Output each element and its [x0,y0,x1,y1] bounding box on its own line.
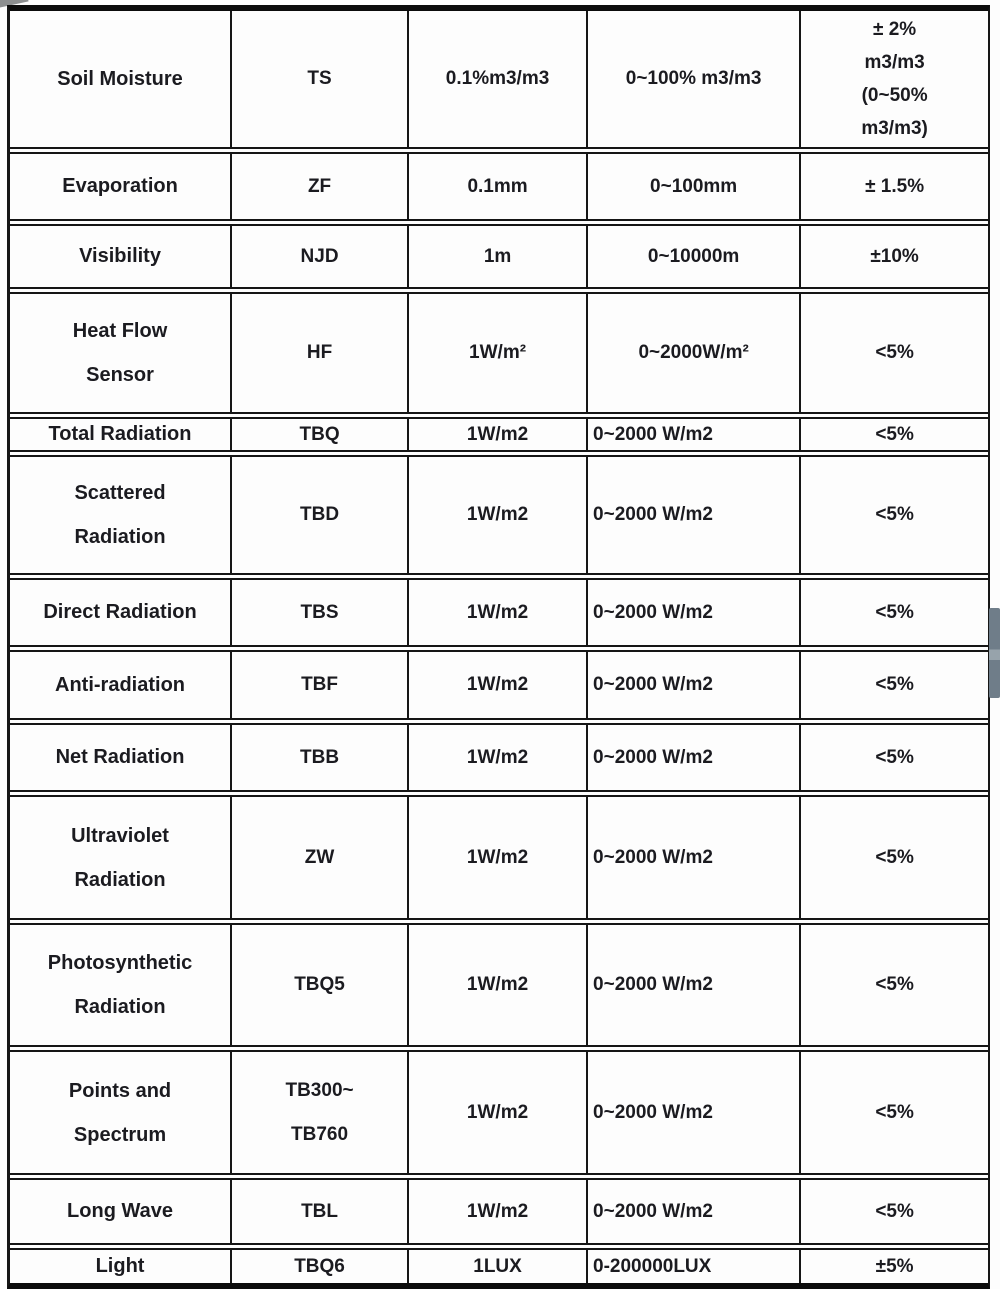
resolution-cell: 1W/m2 [407,725,586,790]
sensor-name-cell: Light [95,1255,145,1277]
resolution-cell: 1m [407,226,586,287]
range-cell: 0-200000LUX [586,1250,799,1283]
model-cell: TBL [230,1180,407,1243]
accuracy-cell: <5% [799,797,988,918]
model-cell: ZW [230,797,407,918]
model-cell: ZF [230,154,407,219]
model-cell: TBF [230,652,407,718]
range-cell: 0~2000 W/m2 [586,457,799,573]
vertical-scrollbar-thumb[interactable] [989,608,1000,698]
table-row: Visibility NJD 1m 0~10000m ±10% [10,219,988,287]
range-cell: 0~100mm [586,154,799,219]
resolution-cell: 0.1%m3/m3 [407,11,586,147]
accuracy-cell: ±10% [799,226,988,287]
resolution-cell: 1W/m2 [407,797,586,918]
accuracy-cell: ± 1.5% [799,154,988,219]
resolution-cell: 1W/m2 [407,925,586,1045]
range-cell: 0~2000 W/m2 [586,1052,799,1173]
sensor-name-cell: Soil Moisture [57,67,183,90]
table-row: Photosynthetic Radiation TBQ5 1W/m2 0~20… [10,918,988,1045]
range-cell: 0~2000 W/m2 [586,725,799,790]
sensor-name-cell: Anti-radiation [55,673,186,696]
table-row: Net Radiation TBB 1W/m2 0~2000 W/m2 <5% [10,718,988,790]
sensor-name-cell: Visibility [79,245,161,267]
model-cell: TBS [230,580,407,645]
table-row: Light TBQ6 1LUX 0-200000LUX ±5% [10,1243,988,1283]
table-row: Ultraviolet Radiation ZW 1W/m2 0~2000 W/… [10,790,988,918]
sensor-name-cell: Long Wave [67,1200,173,1222]
sensor-name-cell: Points and Spectrum [68,1079,172,1146]
resolution-cell: 1W/m2 [407,457,586,573]
range-cell: 0~2000 W/m2 [586,925,799,1045]
accuracy-cell: ± 2% m3/m3 (0~50% m3/m3) [799,11,988,147]
resolution-cell: 1LUX [407,1250,586,1283]
accuracy-cell: <5% [799,725,988,790]
accuracy-cell: <5% [799,457,988,573]
range-cell: 0~100% m3/m3 [586,11,799,147]
accuracy-cell: <5% [799,1052,988,1173]
resolution-cell: 1W/m2 [407,419,586,450]
range-cell: 0~2000 W/m2 [586,652,799,718]
accuracy-cell: <5% [799,580,988,645]
model-cell: TBB [230,725,407,790]
table-row: Points and Spectrum TB300~ TB760 1W/m2 0… [10,1045,988,1173]
sensor-name-cell: Ultraviolet Radiation [71,824,169,891]
model-cell: TBQ6 [230,1250,407,1283]
table-row: Heat Flow Sensor HF 1W/m² 0~2000W/m² <5% [10,287,988,412]
table-row: Total Radiation TBQ 1W/m2 0~2000 W/m2 <5… [10,412,988,450]
range-cell: 0~2000 W/m2 [586,419,799,450]
range-cell: 0~2000 W/m2 [586,580,799,645]
range-cell: 0~2000W/m² [586,294,799,412]
model-cell: TBD [230,457,407,573]
resolution-cell: 1W/m2 [407,652,586,718]
sensor-name-cell: Evaporation [62,175,178,197]
sensor-name-cell: Scattered Radiation [74,482,166,548]
table-row: Anti-radiation TBF 1W/m2 0~2000 W/m2 <5% [10,645,988,718]
resolution-cell: 1W/m2 [407,1052,586,1173]
table-row: Soil Moisture TS 0.1%m3/m3 0~100% m3/m3 … [10,11,988,147]
resolution-cell: 1W/m2 [407,580,586,645]
accuracy-cell: <5% [799,1180,988,1243]
range-cell: 0~2000 W/m2 [586,1180,799,1243]
accuracy-cell: <5% [799,652,988,718]
model-cell: TS [230,11,407,147]
resolution-cell: 1W/m² [407,294,586,412]
range-cell: 0~10000m [586,226,799,287]
table-row: Scattered Radiation TBD 1W/m2 0~2000 W/m… [10,450,988,573]
accuracy-cell: <5% [799,419,988,450]
accuracy-cell: ±5% [799,1250,988,1283]
model-cell: TB300~ TB760 [230,1052,407,1173]
sensor-name-cell: Net Radiation [55,746,185,768]
sensor-name-cell: Total Radiation [48,423,192,445]
model-cell: TBQ5 [230,925,407,1045]
table-row: Direct Radiation TBS 1W/m2 0~2000 W/m2 <… [10,573,988,645]
range-cell: 0~2000 W/m2 [586,797,799,918]
model-cell: TBQ [230,419,407,450]
accuracy-cell: <5% [799,294,988,412]
model-cell: HF [230,294,407,412]
resolution-cell: 1W/m2 [407,1180,586,1243]
sensor-name-cell: Direct Radiation [43,601,197,623]
sensor-name-cell: Heat Flow Sensor [72,320,168,386]
table-row: Long Wave TBL 1W/m2 0~2000 W/m2 <5% [10,1173,988,1243]
resolution-cell: 0.1mm [407,154,586,219]
sensor-spec-table: Soil Moisture TS 0.1%m3/m3 0~100% m3/m3 … [7,5,990,1289]
accuracy-cell: <5% [799,925,988,1045]
table-row: Evaporation ZF 0.1mm 0~100mm ± 1.5% [10,147,988,219]
model-cell: NJD [230,226,407,287]
sensor-name-cell: Photosynthetic Radiation [47,952,193,1018]
